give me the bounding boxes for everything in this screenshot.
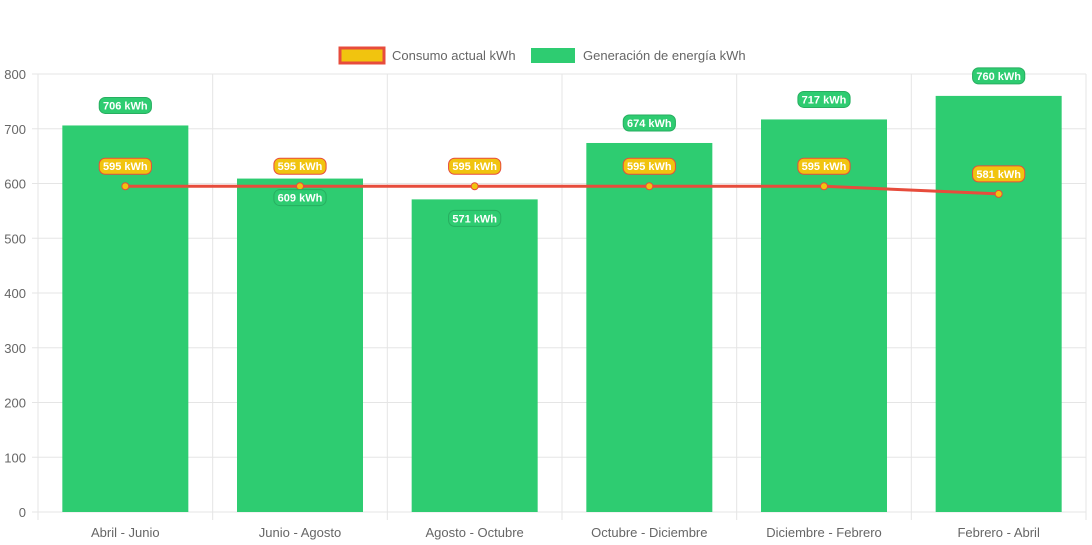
bar-generacion bbox=[935, 95, 1062, 513]
line-point bbox=[470, 182, 479, 191]
line-data-label: 595 kWh bbox=[627, 161, 672, 173]
legend-swatch-generacion bbox=[531, 48, 575, 63]
x-tick-label: Diciembre - Febrero bbox=[766, 525, 882, 540]
y-tick-label: 400 bbox=[4, 286, 26, 301]
line-data-label-bg bbox=[448, 157, 502, 175]
bar-data-label: 760 kWh bbox=[976, 71, 1021, 83]
line-labels: 595 kWh 595 kWh 595 kWh 595 kWh 595 kWh 581 k… bbox=[98, 157, 1026, 183]
bar-data-label-bg bbox=[797, 90, 851, 108]
y-tick-label: 300 bbox=[4, 341, 26, 356]
y-tick-label: 600 bbox=[4, 177, 26, 192]
line-point bbox=[645, 182, 654, 191]
bar-data-label: 674 kWh bbox=[627, 118, 672, 130]
bar-data-label: 717 kWh bbox=[802, 94, 847, 106]
bar-data-label-bg bbox=[972, 67, 1026, 85]
line-data-label: 595 kWh bbox=[103, 161, 148, 173]
bar-data-label-bg bbox=[622, 114, 676, 132]
line-data-label-bg bbox=[622, 157, 676, 175]
line-data-label-bg bbox=[98, 157, 152, 175]
bar-data-label-bg bbox=[448, 209, 502, 227]
legend: Consumo actual kWh Generación de energía … bbox=[338, 46, 746, 65]
bar-generacion bbox=[237, 178, 363, 512]
line-data-label: 595 kWh bbox=[452, 161, 497, 173]
x-tick-label: Junio - Agosto bbox=[259, 525, 341, 540]
bar-generacion bbox=[586, 142, 713, 513]
legend-label-generacion: Generación de energía kWh bbox=[583, 48, 746, 63]
line-data-label-bg bbox=[273, 157, 327, 175]
x-tick-label: Agosto - Octubre bbox=[426, 525, 524, 540]
bar-data-label: 706 kWh bbox=[103, 100, 148, 112]
line-series bbox=[121, 182, 1003, 198]
y-tick-label: 100 bbox=[4, 450, 26, 465]
x-tick-label: Abril - Junio bbox=[91, 525, 160, 540]
bar-data-label: 571 kWh bbox=[452, 213, 497, 225]
line-data-label-bg bbox=[797, 157, 851, 175]
line-point bbox=[121, 182, 130, 191]
line-point bbox=[820, 182, 828, 191]
grid: 0 100 200 300 400 500 600 700 800 Abril - Junio Ju… bbox=[4, 67, 1087, 540]
y-tick-label: 0 bbox=[19, 505, 26, 520]
y-tick-label: 500 bbox=[4, 231, 26, 246]
bar-data-label-bg bbox=[98, 96, 152, 114]
legend-swatch-consumo bbox=[338, 46, 386, 65]
y-tick-label: 700 bbox=[4, 122, 26, 137]
line-point bbox=[296, 182, 304, 191]
y-tick-label: 800 bbox=[4, 67, 26, 82]
x-tick-label: Octubre - Diciembre bbox=[591, 525, 707, 540]
bar-data-label-bg bbox=[273, 189, 327, 207]
line-consumo bbox=[125, 184, 999, 196]
line-data-label-bg bbox=[972, 165, 1026, 183]
bar-labels: 706 kWh 609 kWh 571 kWh 674 kWh 717 kWh 760 k… bbox=[98, 67, 1026, 227]
bar-generacion bbox=[411, 199, 538, 512]
y-tick-label: 200 bbox=[4, 396, 26, 411]
bar-data-label: 609 kWh bbox=[278, 193, 323, 205]
line-data-label: 581 kWh bbox=[976, 169, 1021, 181]
line-data-label: 595 kWh bbox=[278, 161, 323, 173]
line-point bbox=[994, 189, 1003, 198]
line-data-label: 595 kWh bbox=[802, 161, 847, 173]
x-tick-label: Febrero - Abril bbox=[957, 525, 1039, 540]
legend-label-consumo: Consumo actual kWh bbox=[392, 48, 516, 63]
bar-generacion bbox=[761, 119, 887, 512]
